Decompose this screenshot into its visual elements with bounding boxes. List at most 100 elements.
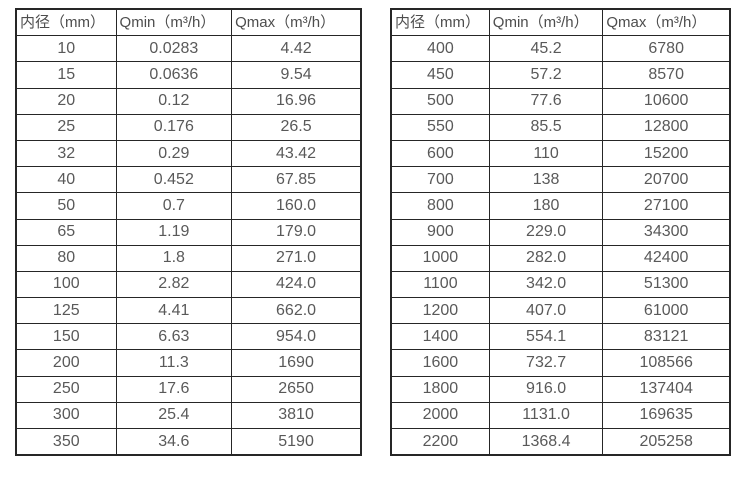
table-cell: 342.0 <box>488 270 604 299</box>
table-cell: 43.42 <box>231 139 362 168</box>
table-cell: 11.3 <box>115 349 233 377</box>
table-cell: 2.82 <box>115 270 233 299</box>
table-cell: 1400 <box>390 323 490 351</box>
table-cell: 229.0 <box>488 218 604 246</box>
table-row: 450 57.2 8570 <box>390 61 731 89</box>
table-cell: 916.0 <box>488 375 604 403</box>
table-cell: 34.6 <box>115 428 233 456</box>
table-cell: 85.5 <box>488 113 604 141</box>
table-row: 2200 1368.4 205258 <box>390 428 731 456</box>
table-cell: 424.0 <box>231 270 362 299</box>
table-row: 800 180 27100 <box>390 192 731 220</box>
table-cell: 10600 <box>602 87 731 115</box>
table-cell: 282.0 <box>488 244 604 272</box>
table-cell: 1800 <box>390 375 490 403</box>
table-cell: 57.2 <box>488 61 604 89</box>
table-cell: 1600 <box>390 349 490 377</box>
table-row: 2000 1131.0 169635 <box>390 401 731 430</box>
table-cell: 125 <box>15 297 117 325</box>
table-cell: 15 <box>15 61 117 89</box>
table-cell: 205258 <box>602 428 731 456</box>
header-row: 内径（mm） Qmin（m³/h） Qmax（m³/h） <box>390 8 731 37</box>
table-cell: 271.0 <box>231 244 362 272</box>
table-cell: 27100 <box>602 192 731 220</box>
table-row: 900 229.0 34300 <box>390 218 731 246</box>
table-row: 400 45.2 6780 <box>390 35 731 63</box>
flow-spec-table-small-diameters: 内径（mm） Qmin（m³/h） Qmax（m³/h） 10 0.0283 4.42 15… <box>15 8 362 457</box>
table-cell: 2650 <box>231 375 362 403</box>
table-cell: 300 <box>15 401 117 430</box>
table-cell: 1200 <box>390 297 490 325</box>
table-row: 25 0.176 26.5 <box>15 113 362 141</box>
table-cell: 138 <box>488 166 604 194</box>
table-cell: 2000 <box>390 401 490 430</box>
table-cell: 3810 <box>231 401 362 430</box>
table-row: 65 1.19 179.0 <box>15 218 362 246</box>
column-header: 内径（mm） <box>390 8 490 37</box>
table-row: 300 25.4 3810 <box>15 401 362 430</box>
table-cell: 662.0 <box>231 297 362 325</box>
table-cell: 34300 <box>602 218 731 246</box>
table-cell: 9.54 <box>231 61 362 89</box>
table-row: 550 85.5 12800 <box>390 113 731 141</box>
table-row: 125 4.41 662.0 <box>15 297 362 325</box>
column-header: Qmin（m³/h） <box>115 8 233 37</box>
table-cell: 1131.0 <box>488 401 604 430</box>
table-cell: 1000 <box>390 244 490 272</box>
table-row: 1600 732.7 108566 <box>390 349 731 377</box>
table-cell: 554.1 <box>488 323 604 351</box>
table-cell: 77.6 <box>488 87 604 115</box>
table-cell: 15200 <box>602 139 731 168</box>
table-row: 350 34.6 5190 <box>15 428 362 456</box>
table-row: 500 77.6 10600 <box>390 87 731 115</box>
table-cell: 1100 <box>390 270 490 299</box>
column-header: Qmin（m³/h） <box>488 8 604 37</box>
table-cell: 6.63 <box>115 323 233 351</box>
table-row: 40 0.452 67.85 <box>15 166 362 194</box>
table-cell: 250 <box>15 375 117 403</box>
table-row: 150 6.63 954.0 <box>15 323 362 351</box>
table-cell: 0.452 <box>115 166 233 194</box>
table-cell: 10 <box>15 35 117 63</box>
table-cell: 32 <box>15 139 117 168</box>
column-header: Qmax（m³/h） <box>231 8 362 37</box>
table-row: 20 0.12 16.96 <box>15 87 362 115</box>
table-row: 1400 554.1 83121 <box>390 323 731 351</box>
table-row: 200 11.3 1690 <box>15 349 362 377</box>
table-cell: 600 <box>390 139 490 168</box>
table-cell: 12800 <box>602 113 731 141</box>
table-row: 1000 282.0 42400 <box>390 244 731 272</box>
flow-spec-table-large-diameters: 内径（mm） Qmin（m³/h） Qmax（m³/h） 400 45.2 6780 450… <box>390 8 731 457</box>
table-row: 80 1.8 271.0 <box>15 244 362 272</box>
table-cell: 45.2 <box>488 35 604 63</box>
table-cell: 50 <box>15 192 117 220</box>
table-row: 15 0.0636 9.54 <box>15 61 362 89</box>
table-cell: 4.42 <box>231 35 362 63</box>
table-cell: 1.8 <box>115 244 233 272</box>
table-cell: 51300 <box>602 270 731 299</box>
table-cell: 179.0 <box>231 218 362 246</box>
table-cell: 150 <box>15 323 117 351</box>
table-cell: 20700 <box>602 166 731 194</box>
table-cell: 800 <box>390 192 490 220</box>
table-cell: 110 <box>488 139 604 168</box>
table-cell: 16.96 <box>231 87 362 115</box>
table-cell: 40 <box>15 166 117 194</box>
table-cell: 200 <box>15 349 117 377</box>
table-cell: 5190 <box>231 428 362 456</box>
table-cell: 0.7 <box>115 192 233 220</box>
table-cell: 0.12 <box>115 87 233 115</box>
table-row: 250 17.6 2650 <box>15 375 362 403</box>
table-cell: 100 <box>15 270 117 299</box>
table-row: 100 2.82 424.0 <box>15 270 362 299</box>
table-cell: 26.5 <box>231 113 362 141</box>
table-cell: 180 <box>488 192 604 220</box>
table-cell: 83121 <box>602 323 731 351</box>
column-header: 内径（mm） <box>15 8 117 37</box>
table-cell: 137404 <box>602 375 731 403</box>
table-cell: 25 <box>15 113 117 141</box>
table-row: 1200 407.0 61000 <box>390 297 731 325</box>
column-header: Qmax（m³/h） <box>602 8 731 37</box>
table-cell: 1690 <box>231 349 362 377</box>
